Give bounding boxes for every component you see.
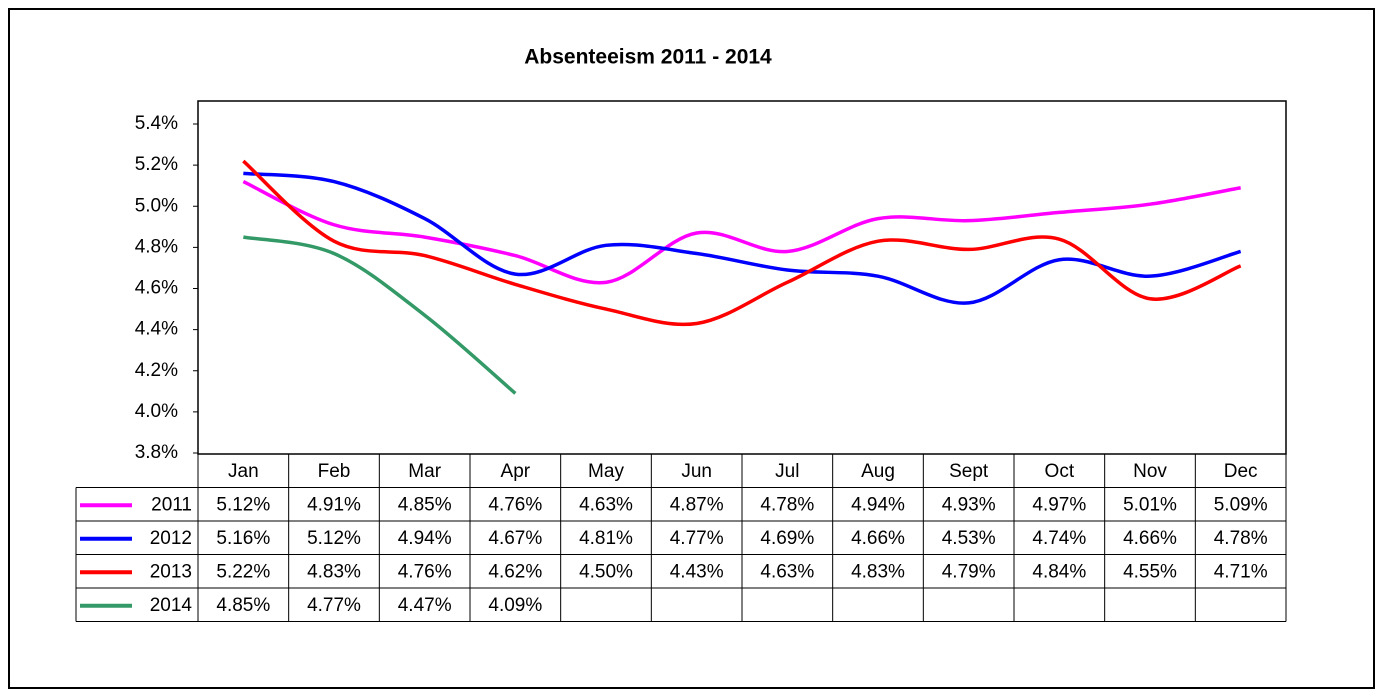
- data-table-value: 4.66%: [851, 528, 905, 549]
- legend-label: 2013: [150, 561, 192, 582]
- x-tick-label: Feb: [318, 461, 351, 482]
- data-table-value: 4.69%: [760, 528, 814, 549]
- data-table-value: 4.94%: [851, 494, 905, 515]
- data-table-value: 4.66%: [1123, 528, 1177, 549]
- data-table-value: 5.12%: [307, 528, 361, 549]
- data-table-value: 4.53%: [942, 528, 996, 549]
- legend-label: 2012: [150, 528, 192, 549]
- data-table-value: 4.43%: [670, 561, 724, 582]
- y-tick-label: 4.6%: [135, 278, 178, 299]
- series-line: [242, 159, 1242, 327]
- x-tick-label: Jan: [228, 461, 259, 482]
- data-table-value: 4.79%: [942, 561, 996, 582]
- y-tick-label: 4.4%: [135, 319, 178, 340]
- data-table-value: 4.81%: [579, 528, 633, 549]
- legend-label: 2014: [150, 595, 193, 616]
- data-table-value: 4.09%: [488, 595, 542, 616]
- data-table-value: 4.87%: [670, 494, 724, 515]
- y-tick-label: 5.4%: [135, 113, 178, 134]
- y-tick-label: 4.8%: [135, 236, 178, 257]
- x-tick-label: Apr: [501, 461, 531, 482]
- data-table-value: 4.77%: [307, 595, 361, 616]
- data-table-value: 4.47%: [398, 595, 452, 616]
- y-tick-label: 3.8%: [135, 442, 178, 463]
- data-table-value: 4.94%: [398, 528, 452, 549]
- data-table-value: 5.09%: [1214, 494, 1268, 515]
- x-tick-label: Nov: [1133, 461, 1167, 482]
- data-table-value: 5.16%: [216, 528, 270, 549]
- y-tick-label: 4.0%: [135, 401, 178, 422]
- data-table-value: 4.91%: [307, 494, 361, 515]
- data-table-value: 4.62%: [488, 561, 542, 582]
- data-table-value: 4.78%: [1214, 528, 1268, 549]
- x-tick-label: Jun: [681, 461, 712, 482]
- x-tick-label: May: [588, 461, 624, 482]
- data-table-value: 4.67%: [488, 528, 542, 549]
- x-tick-label: Jul: [775, 461, 799, 482]
- data-table-value: 4.50%: [579, 561, 633, 582]
- data-table-value: 5.22%: [216, 561, 270, 582]
- series-line: [243, 235, 517, 395]
- y-tick-label: 5.0%: [135, 195, 178, 216]
- data-table-value: 4.78%: [760, 494, 814, 515]
- plot-area: [197, 100, 1287, 455]
- y-tick-label: 5.2%: [135, 154, 178, 175]
- data-table-value: 4.84%: [1032, 561, 1086, 582]
- chart-title: Absenteeism 2011 - 2014: [524, 46, 772, 69]
- data-table-value: 4.85%: [216, 595, 270, 616]
- data-table-value: 4.93%: [942, 494, 996, 515]
- data-table-value: 4.55%: [1123, 561, 1177, 582]
- x-tick-label: Dec: [1224, 461, 1258, 482]
- data-table-value: 4.63%: [760, 561, 814, 582]
- data-table-value: 4.83%: [307, 561, 361, 582]
- data-table-value: 4.83%: [851, 561, 905, 582]
- legend-label: 2011: [151, 494, 192, 515]
- x-tick-label: Aug: [861, 461, 895, 482]
- data-table-value: 5.01%: [1123, 494, 1177, 515]
- x-tick-label: Mar: [408, 461, 441, 482]
- data-table-value: 4.63%: [579, 494, 633, 515]
- data-table-value: 5.12%: [216, 494, 270, 515]
- data-table-value: 4.74%: [1032, 528, 1086, 549]
- data-table-value: 4.97%: [1032, 494, 1086, 515]
- data-table-value: 4.85%: [398, 494, 452, 515]
- data-table-value: 4.77%: [670, 528, 724, 549]
- series-line: [242, 179, 1241, 285]
- x-tick-label: Oct: [1045, 461, 1075, 482]
- y-tick-label: 4.2%: [135, 360, 178, 381]
- series-line: [243, 171, 1242, 305]
- x-tick-label: Sept: [949, 461, 989, 482]
- data-table-value: 4.76%: [398, 561, 452, 582]
- data-table-value: 4.71%: [1214, 561, 1268, 582]
- data-table-value: 4.76%: [488, 494, 542, 515]
